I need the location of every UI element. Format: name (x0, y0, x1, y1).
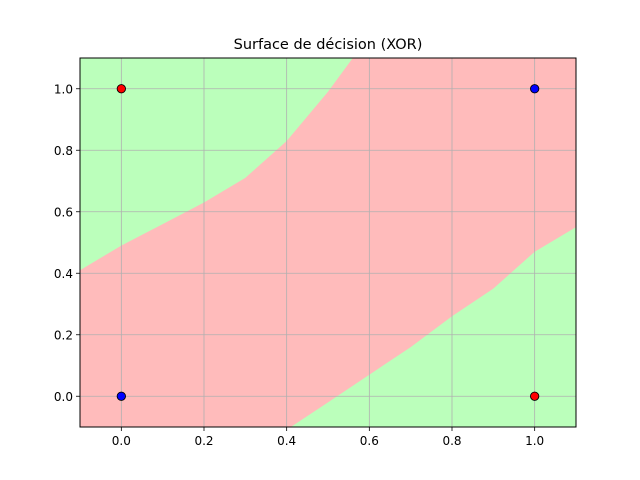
x-tick-label: 0.4 (277, 434, 296, 448)
data-points (116, 84, 540, 401)
y-tick-label: 0.6 (54, 205, 73, 219)
plot-area (80, 58, 576, 427)
region-class-0-upper (80, 58, 353, 271)
x-tick-label: 0.6 (360, 434, 379, 448)
x-tick-label: 0.2 (194, 434, 213, 448)
region-class-0-lower (290, 227, 576, 427)
grid (80, 58, 576, 427)
data-point (530, 84, 540, 94)
y-tick-label: 1.0 (54, 82, 73, 96)
y-tick-label: 0.2 (54, 328, 73, 342)
x-tick-label: 0.8 (442, 434, 461, 448)
y-tick-label: 0.4 (54, 267, 73, 281)
data-point (116, 391, 126, 401)
x-axis: 0.0 0.2 0.4 0.6 0.8 1.0 (112, 427, 544, 448)
x-tick-label: 1.0 (525, 434, 544, 448)
x-tick-label: 0.0 (112, 434, 131, 448)
y-axis: 0.0 0.2 0.4 0.6 0.8 1.0 (54, 82, 80, 404)
y-tick-label: 0.8 (54, 144, 73, 158)
chart-title: Surface de décision (XOR) (234, 37, 423, 53)
data-point (530, 391, 540, 401)
data-point (116, 84, 126, 94)
y-tick-label: 0.0 (54, 390, 73, 404)
axes-frame (79, 57, 577, 428)
